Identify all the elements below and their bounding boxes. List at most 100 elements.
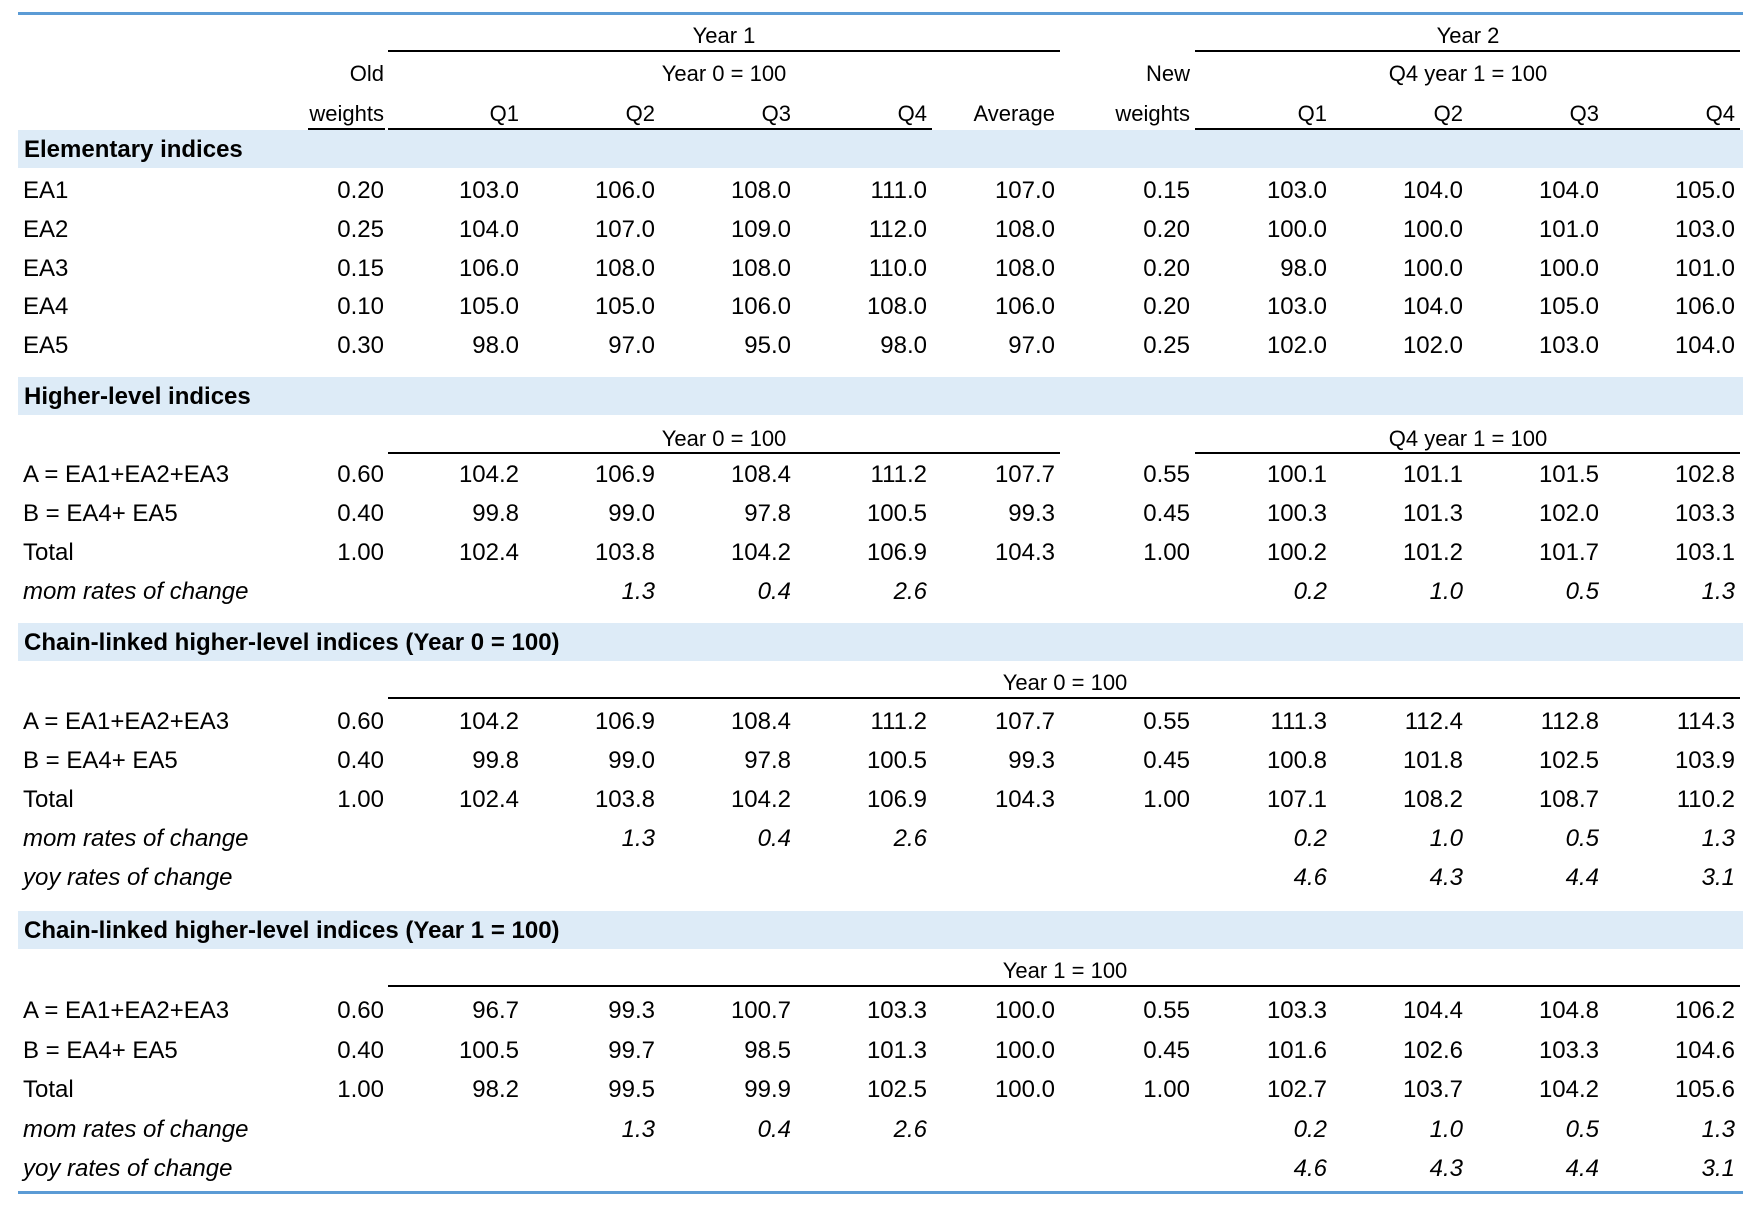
col-header-underline-old-weights — [308, 128, 385, 130]
table-cell: 0.60 — [337, 708, 384, 735]
table-cell: 103.3 — [1538, 1037, 1599, 1064]
table-cell: 1.3 — [621, 825, 655, 852]
table-cell: 0.25 — [337, 216, 384, 243]
year1-heading: Year 1 — [692, 23, 756, 48]
section-title: Higher-level indices — [24, 383, 251, 410]
table-cell: 101.6 — [1266, 1037, 1327, 1064]
table-cell: 100.5 — [866, 747, 927, 774]
top-border — [18, 12, 1743, 15]
row-label: B = EA4+ EA5 — [23, 747, 178, 774]
table-cell: 110.2 — [1676, 786, 1735, 813]
table-cell: 0.40 — [337, 747, 384, 774]
section-title: Chain-linked higher-level indices (Year … — [24, 917, 560, 944]
table-cell: 99.8 — [472, 500, 519, 527]
table-cell: 103.0 — [1266, 177, 1327, 204]
table-cell: 4.3 — [1429, 864, 1463, 891]
section-title: Chain-linked higher-level indices (Year … — [24, 629, 560, 656]
table-cell: 99.9 — [744, 1076, 791, 1103]
table-cell: 98.2 — [472, 1076, 519, 1103]
table-cell: 103.7 — [1402, 1076, 1463, 1103]
table-cell: 95.0 — [744, 332, 791, 359]
table-cell: 107.1 — [1266, 786, 1327, 813]
table-cell: 107.0 — [594, 216, 655, 243]
table-cell: 97.8 — [744, 747, 791, 774]
table-cell: 0.40 — [337, 500, 384, 527]
table-cell: 3.1 — [1701, 1155, 1735, 1182]
table-row: Total 1.00 102.4 103.8 104.2 106.9 104.3 1.00 10… — [18, 780, 1743, 818]
table-cell: 108.4 — [730, 461, 791, 488]
table-cell: 0.60 — [337, 997, 384, 1024]
table-cell: 104.6 — [1674, 1037, 1735, 1064]
table-cell: 96.7 — [472, 997, 519, 1024]
table-row: Total 1.00 102.4 103.8 104.2 106.9 104.3 1.00 10… — [18, 533, 1743, 571]
table-cell: 98.0 — [1280, 255, 1327, 282]
table-cell: 104.2 — [458, 708, 519, 735]
table-cell: 103.8 — [594, 539, 655, 566]
table-cell: 101.5 — [1538, 461, 1599, 488]
table-cell: 110.0 — [868, 255, 927, 282]
year2-heading: Year 2 — [1436, 23, 1500, 48]
table-cell: 100.3 — [1266, 500, 1327, 527]
table-cell: 2.6 — [893, 825, 927, 852]
table-cell: 104.2 — [730, 786, 791, 813]
year1-base-label: Year 0 = 100 — [661, 61, 787, 86]
table-cell: 1.00 — [337, 539, 384, 566]
table-cell: 1.3 — [1701, 1116, 1735, 1143]
table-cell: 106.9 — [594, 708, 655, 735]
table-cell: 103.1 — [1674, 539, 1735, 566]
table-cell: 4.6 — [1293, 864, 1327, 891]
row-label: B = EA4+ EA5 — [23, 1037, 178, 1064]
table-cell: 0.5 — [1565, 578, 1599, 605]
year1-col-average: Average — [973, 101, 1055, 126]
table-cell: 0.55 — [1143, 997, 1190, 1024]
table-cell: 111.2 — [870, 461, 928, 488]
table-cell: 98.0 — [880, 332, 927, 359]
col-header-underline-year1-quarters — [388, 128, 932, 130]
table-cell: 106.0 — [730, 293, 791, 320]
table-cell: 105.6 — [1674, 1076, 1735, 1103]
table-cell: 0.4 — [757, 578, 791, 605]
table-cell: 104.4 — [1402, 997, 1463, 1024]
table-cell: 100.1 — [1266, 461, 1327, 488]
table-cell: 1.0 — [1429, 578, 1463, 605]
table-cell: 102.0 — [1266, 332, 1327, 359]
table-cell: 101.0 — [1674, 255, 1735, 282]
table-cell: 104.0 — [1402, 177, 1463, 204]
table-cell: 108.0 — [994, 216, 1055, 243]
row-label: yoy rates of change — [23, 864, 233, 891]
table-cell: 1.3 — [621, 1116, 655, 1143]
table-cell: 1.00 — [1143, 539, 1190, 566]
table-cell: 104.0 — [1402, 293, 1463, 320]
section-base-underline-center — [388, 697, 1740, 699]
table-cell: 100.0 — [1402, 255, 1463, 282]
table-cell: 0.15 — [337, 255, 384, 282]
table-row: Total 1.00 98.2 99.5 99.9 102.5 100.0 1.00 102.7… — [18, 1070, 1743, 1108]
table-cell: 1.3 — [1701, 825, 1735, 852]
table-cell: 0.2 — [1293, 578, 1327, 605]
table-cell: 0.55 — [1143, 708, 1190, 735]
section-base-label-left: Year 0 = 100 — [661, 426, 787, 451]
table-cell: 1.00 — [337, 786, 384, 813]
table-cell: 108.0 — [730, 255, 791, 282]
table-row: A = EA1+EA2+EA3 0.60 104.2 106.9 108.4 111.2 1… — [18, 702, 1743, 740]
table-cell: 3.1 — [1701, 864, 1735, 891]
table-cell: 106.9 — [866, 539, 927, 566]
table-cell: 104.0 — [1674, 332, 1735, 359]
table-cell: 108.0 — [994, 255, 1055, 282]
row-label: EA3 — [23, 255, 69, 282]
table-cell: 99.3 — [1008, 747, 1055, 774]
row-label: Total — [23, 1076, 74, 1103]
year1-col-q2: Q2 — [625, 101, 655, 126]
year2-col-q1: Q1 — [1297, 101, 1327, 126]
table-cell: 99.8 — [472, 747, 519, 774]
table-cell: 106.9 — [866, 786, 927, 813]
table-cell: 107.7 — [994, 461, 1055, 488]
table-cell: 1.3 — [1701, 578, 1735, 605]
table-cell: 101.3 — [1402, 500, 1463, 527]
table-cell: 106.0 — [994, 293, 1055, 320]
table-cell: 0.20 — [1143, 293, 1190, 320]
old-label: Old — [349, 61, 384, 86]
section-base-label-right: Q4 year 1 = 100 — [1388, 426, 1548, 451]
table-cell: 112.0 — [868, 216, 927, 243]
table-row: EA1 0.20 103.0 106.0 108.0 111.0 107.0 0.15 103.… — [18, 171, 1743, 209]
